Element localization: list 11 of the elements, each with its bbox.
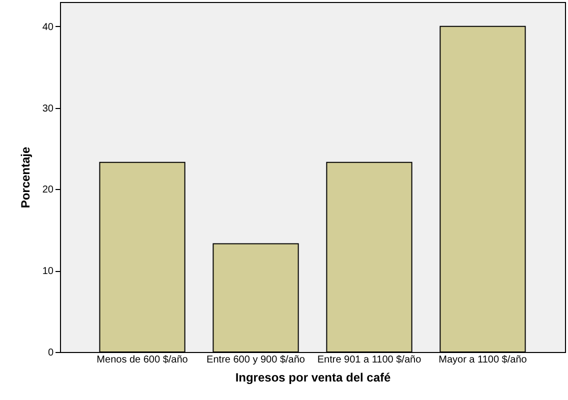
x-tick-label: Menos de 600 $/año — [96, 354, 188, 366]
y-tick-label: 30 — [42, 103, 54, 114]
x-tick-label: Entre 901 a 1100 $/año — [317, 354, 422, 366]
y-tick-label: 0 — [48, 348, 54, 358]
y-tick-label: 20 — [42, 184, 54, 196]
y-tick-label: 10 — [42, 266, 54, 278]
x-axis-title: Ingresos por venta del café — [235, 370, 392, 384]
x-tick-label: Mayor a 1100 $/año — [438, 354, 528, 366]
y-tick-label: 40 — [42, 22, 54, 33]
x-tick-label: Entre 600 y 900 $/año — [206, 354, 306, 366]
y-axis-title: Porcentaje — [18, 146, 32, 208]
